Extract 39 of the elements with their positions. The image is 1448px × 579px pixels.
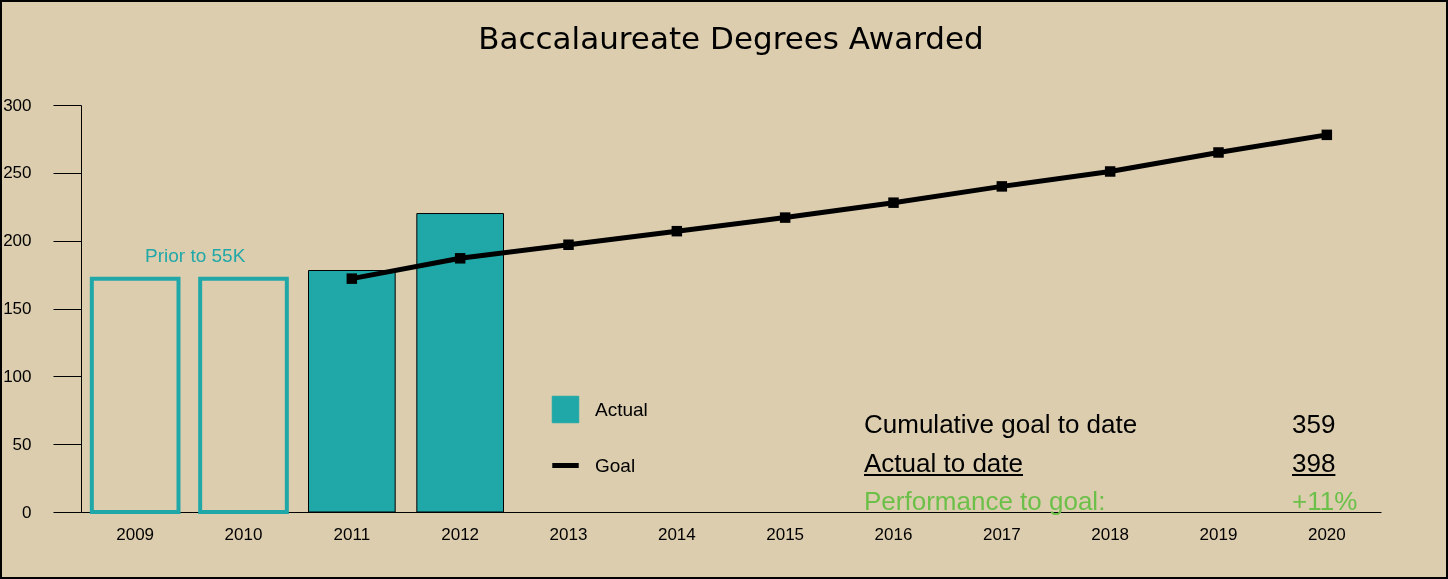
point (1213, 147, 1224, 158)
y-tick-label: 0 (22, 502, 32, 522)
point (1321, 129, 1333, 141)
x-tick-label: 2012 (441, 524, 480, 544)
point (996, 181, 1008, 192)
x-tick-label: 2015 (766, 524, 805, 544)
annotation: Actual to date (864, 448, 1023, 479)
annotation: Cumulative goal to date (864, 409, 1138, 440)
point (779, 212, 791, 223)
y-tick-label: 200 (3, 231, 32, 251)
x-tick-label: 2013 (549, 524, 588, 544)
x-tick-label: 2019 (1199, 524, 1238, 544)
legend-label: Actual (595, 398, 648, 420)
chart-title: Baccalaureate Degrees Awarded (478, 20, 984, 56)
point (888, 197, 899, 208)
y-tick-label: 250 (3, 163, 32, 183)
point (346, 273, 358, 284)
x-tick-label: 2017 (982, 524, 1021, 544)
point (563, 239, 574, 250)
annotation: 398 (1292, 448, 1336, 479)
x-tick-label: 2011 (333, 524, 371, 544)
y-tick-label: 150 (3, 299, 32, 318)
y-tick-label: 100 (3, 366, 32, 386)
x-tick-label: 2009 (116, 524, 155, 544)
x-tick-label: 2020 (1307, 524, 1346, 544)
point (671, 225, 683, 237)
x-tick-label: 2018 (1091, 524, 1130, 544)
x-tick-label: 2010 (224, 524, 263, 544)
point (1104, 166, 1116, 177)
y-tick-label: 300 (3, 95, 32, 115)
point (454, 253, 466, 264)
annotation: 359 (1292, 409, 1336, 440)
annotation: Performance to goal: (864, 486, 1106, 517)
y-tick-label: 50 (12, 434, 32, 454)
annotation: Prior to 55K (145, 245, 246, 267)
annotation: +11% (1292, 486, 1358, 517)
legend-label: Goal (595, 454, 636, 476)
x-tick-label: 2014 (657, 524, 696, 544)
x-tick-label: 2016 (874, 524, 913, 544)
